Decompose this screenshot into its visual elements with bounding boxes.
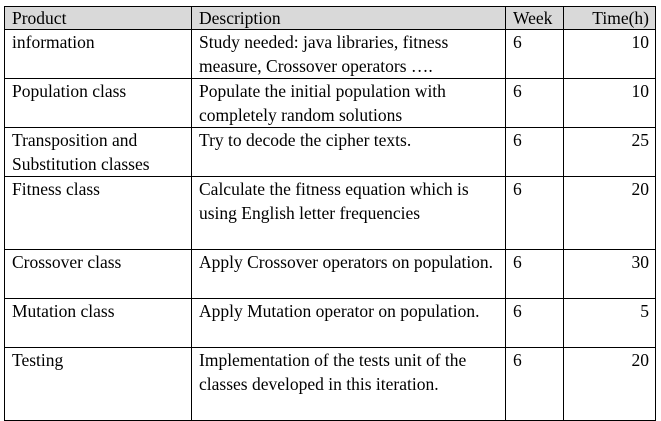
table-body: information Study needed: java libraries… bbox=[4, 29, 656, 421]
header-week: Week bbox=[505, 6, 564, 30]
header-time: Time(h) bbox=[563, 6, 656, 30]
header-description: Description bbox=[191, 6, 506, 30]
table-header: Product Description Week Time(h) bbox=[4, 6, 656, 30]
cell-description: Study needed: java libraries, fitness me… bbox=[191, 29, 506, 79]
cell-time: 10 bbox=[563, 78, 656, 128]
iteration-plan-table: Product Description Week Time(h) informa… bbox=[4, 6, 656, 421]
table-row: Fitness class Calculate the fitness equa… bbox=[4, 176, 656, 250]
cell-product: Testing bbox=[4, 347, 192, 421]
cell-description: Implementation of the tests unit of the … bbox=[191, 347, 506, 421]
table-row: Transposition and Substitution classes T… bbox=[4, 127, 656, 177]
cell-description: Populate the initial population with com… bbox=[191, 78, 506, 128]
cell-description: Calculate the fitness equation which is … bbox=[191, 176, 506, 250]
cell-time: 25 bbox=[563, 127, 656, 177]
table-row: Population class Populate the initial po… bbox=[4, 78, 656, 128]
cell-week: 6 bbox=[505, 78, 564, 128]
cell-description: Apply Mutation operator on population. bbox=[191, 298, 506, 348]
cell-week: 6 bbox=[505, 298, 564, 348]
cell-description: Apply Crossover operators on population. bbox=[191, 249, 506, 299]
cell-product: Crossover class bbox=[4, 249, 192, 299]
table-row: Crossover class Apply Crossover operator… bbox=[4, 249, 656, 299]
cell-week: 6 bbox=[505, 127, 564, 177]
cell-week: 6 bbox=[505, 29, 564, 79]
table-row: Testing Implementation of the tests unit… bbox=[4, 347, 656, 421]
table-row: Mutation class Apply Mutation operator o… bbox=[4, 298, 656, 348]
cell-time: 20 bbox=[563, 347, 656, 421]
cell-product: Fitness class bbox=[4, 176, 192, 250]
header-row: Product Description Week Time(h) bbox=[4, 6, 656, 30]
cell-description: Try to decode the cipher texts. bbox=[191, 127, 506, 177]
cell-product: Population class bbox=[4, 78, 192, 128]
cell-time: 5 bbox=[563, 298, 656, 348]
cell-product: Mutation class bbox=[4, 298, 192, 348]
header-product: Product bbox=[4, 6, 192, 30]
cell-product: information bbox=[4, 29, 192, 79]
cell-time: 10 bbox=[563, 29, 656, 79]
table-row: information Study needed: java libraries… bbox=[4, 29, 656, 79]
cell-week: 6 bbox=[505, 347, 564, 421]
cell-time: 20 bbox=[563, 176, 656, 250]
cell-week: 6 bbox=[505, 176, 564, 250]
cell-product: Transposition and Substitution classes bbox=[4, 127, 192, 177]
cell-week: 6 bbox=[505, 249, 564, 299]
cell-time: 30 bbox=[563, 249, 656, 299]
